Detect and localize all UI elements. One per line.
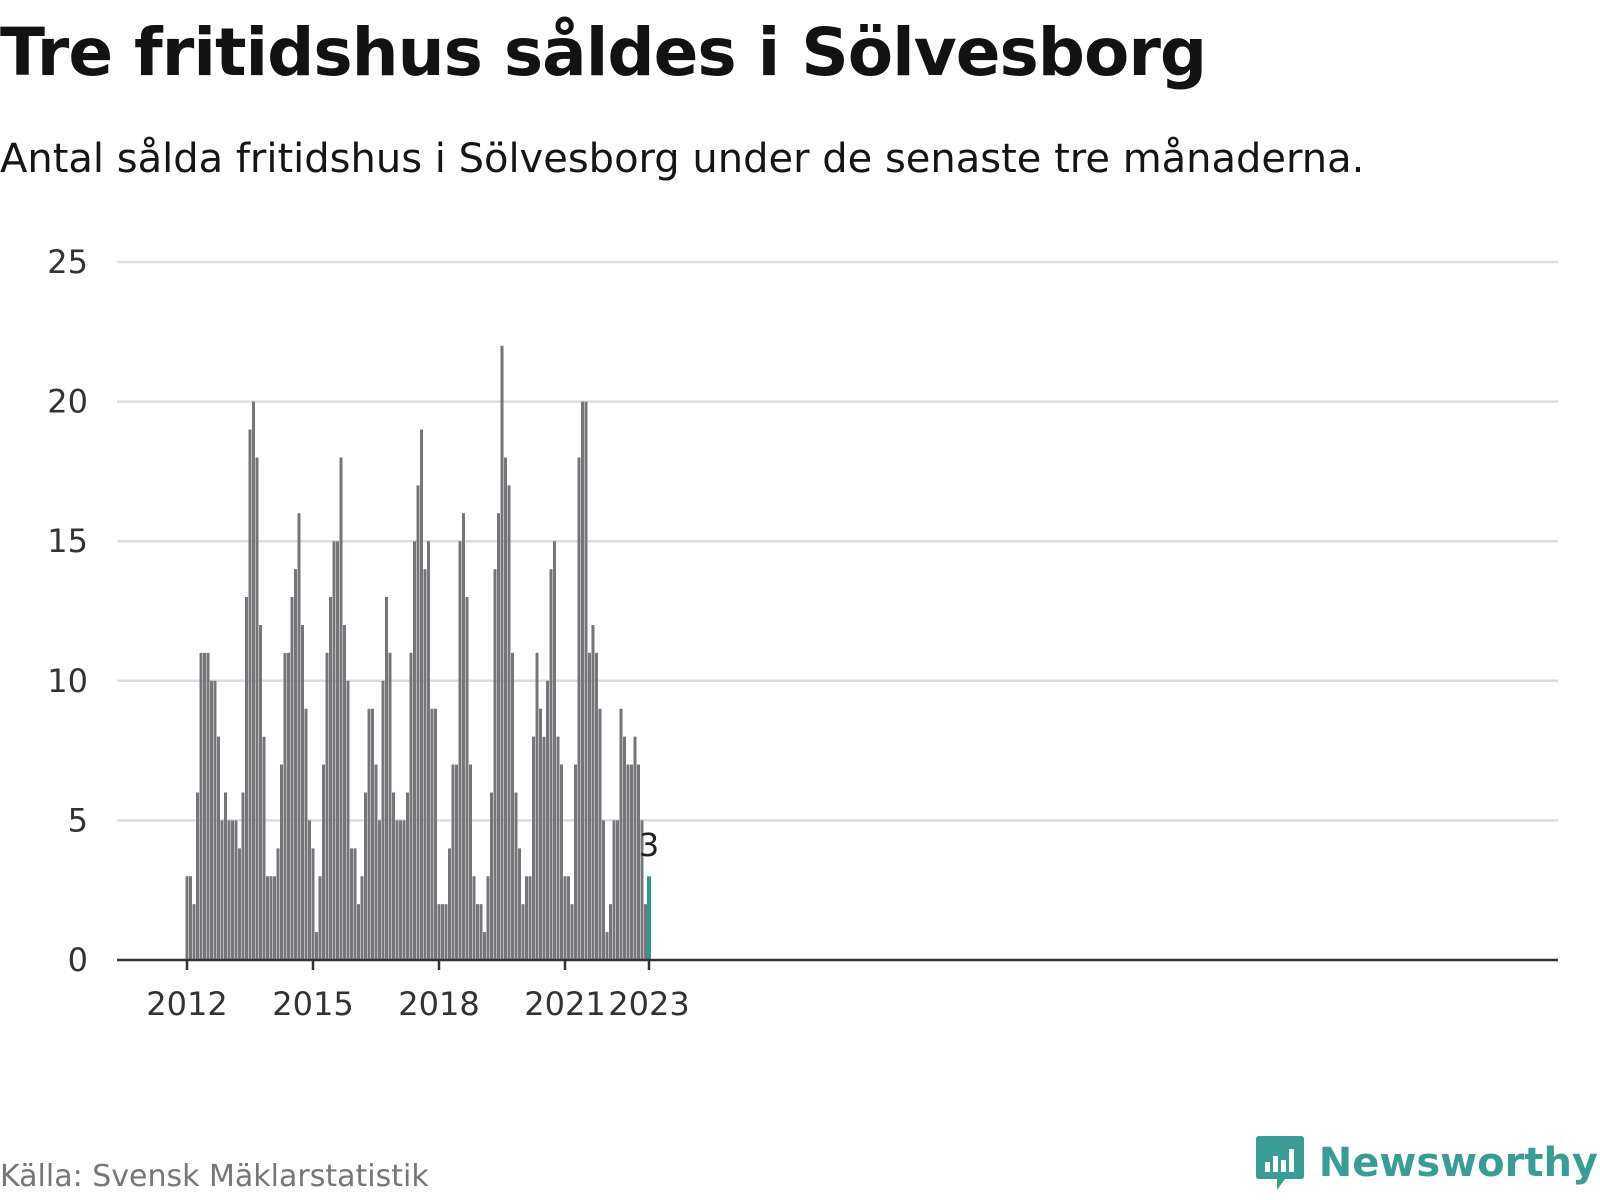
y-tick-label: 0 bbox=[68, 941, 88, 979]
y-tick-label: 20 bbox=[47, 383, 88, 421]
chart-title: Tre fritidshus såldes i Sölvesborg bbox=[0, 14, 1207, 91]
grid-lines bbox=[117, 260, 1558, 822]
x-tick-label: 2012 bbox=[146, 985, 227, 1023]
x-tick-label: 2018 bbox=[398, 985, 479, 1023]
y-tick-label: 15 bbox=[47, 522, 88, 560]
x-tick-label: 2023 bbox=[608, 985, 689, 1023]
brand-logo: Newsworthy bbox=[1255, 1134, 1598, 1192]
newsworthy-chat-chart-icon bbox=[1255, 1136, 1304, 1190]
x-tick-label: 2015 bbox=[272, 985, 353, 1023]
bars bbox=[185, 345, 651, 960]
x-tick-label: 2021 bbox=[524, 985, 605, 1023]
highlight-value-label: 3 bbox=[639, 826, 659, 864]
x-axis bbox=[117, 958, 1558, 970]
y-tick-label: 25 bbox=[47, 243, 88, 281]
brand-name: Newsworthy bbox=[1318, 1140, 1598, 1186]
y-tick-label: 5 bbox=[68, 801, 88, 839]
source-note: Källa: Svensk Mäklarstatistik bbox=[0, 1159, 429, 1194]
axis-labels: 0 5 10 15 20 25 3 2012 2015 2018 2021 2023 bbox=[47, 243, 689, 1023]
chart-subtitle: Antal sålda fritidshus i Sölvesborg unde… bbox=[0, 136, 1365, 182]
y-tick-label: 10 bbox=[47, 662, 88, 700]
